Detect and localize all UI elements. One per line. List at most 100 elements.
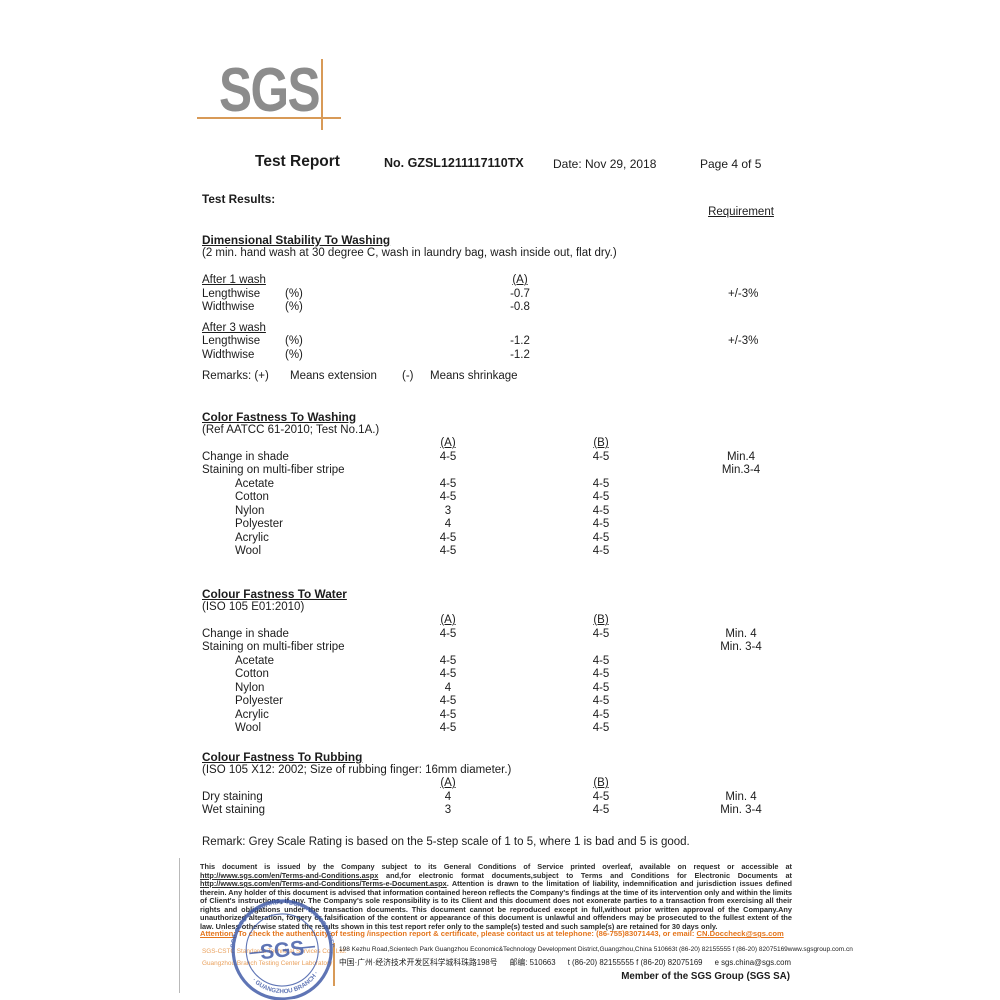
doccheck-email-link[interactable]: CN.Doccheck@sgs.com	[696, 929, 784, 938]
result-b: 4-5	[592, 708, 610, 721]
row-unit: (%)	[285, 335, 303, 347]
column-b-header: (B)	[593, 777, 609, 789]
test-results-heading: Test Results:	[202, 192, 276, 206]
row-label: Nylon	[235, 681, 265, 694]
row-unit: (%)	[285, 301, 303, 313]
result-a: 4-5	[439, 450, 457, 463]
section-colour-fastness-rubbing: Colour Fastness To Rubbing (ISO 105 X12:…	[202, 750, 794, 818]
table-row: Widthwise (%) -1.2	[202, 349, 794, 363]
section-dimensional-stability: Dimensional Stability To Washing (2 min.…	[202, 233, 794, 384]
address-english: 198 Kezhu Road,Scientech Park Guangzhou …	[339, 946, 676, 953]
result-a: 4	[444, 518, 452, 530]
result-b: 4-5	[592, 681, 610, 694]
result-b: 4-5	[592, 477, 610, 490]
table-row: Staining on multi-fiber stripe Min. 3-4	[202, 641, 794, 655]
disclaimer-text: This document is issued by the Company s…	[200, 862, 792, 871]
table-row: Nylon 4 4-5	[202, 682, 794, 696]
table-row: Wool 4-5 4-5	[202, 545, 794, 559]
email-row: e sgs.china@sgs.com	[715, 956, 791, 969]
table-row: Change in shade 4-5 4-5 Min.4	[202, 451, 794, 465]
table-row: Lengthwise (%) -1.2 +/-3%	[202, 335, 794, 349]
footer-divider	[333, 943, 335, 986]
row-label: Dry staining	[202, 790, 263, 803]
result-b: 4-5	[592, 531, 610, 544]
column-b-header: (B)	[593, 437, 609, 449]
column-a-header: (A)	[440, 777, 456, 789]
section-method: (2 min. hand wash at 30 degree C, wash i…	[202, 246, 617, 259]
result-a: 4-5	[439, 491, 457, 503]
result-a: 3	[444, 504, 452, 517]
report-number: No. GZSL1211117110TX	[384, 156, 524, 170]
table-row: Wet staining 3 4-5 Min. 3-4	[202, 804, 794, 818]
terms-e-document-link[interactable]: http://www.sgs.com/en/Terms-and-Conditio…	[200, 879, 447, 888]
table-row: Widthwise (%) -0.8	[202, 301, 794, 315]
column-header-row: (A) (B)	[202, 437, 794, 451]
table-row: Cotton 4-5 4-5	[202, 491, 794, 505]
address-chinese: 中国·广州·经济技术开发区科学城科珠路198号	[339, 958, 498, 967]
requirement-value: +/-3%	[728, 287, 759, 300]
row-label: Acrylic	[235, 708, 269, 721]
remarks-shrinkage: Means shrinkage	[430, 370, 518, 382]
result-b: 4-5	[592, 654, 610, 667]
requirement-header-label: Requirement	[708, 206, 774, 218]
result-a: 4	[444, 681, 452, 694]
result-b: 4-5	[592, 504, 610, 517]
row-label: Wool	[235, 545, 261, 557]
result-a: -0.8	[510, 301, 530, 313]
sgs-logo: SGS	[219, 56, 321, 125]
section-title: Colour Fastness To Rubbing	[202, 750, 363, 764]
result-a: 3	[444, 804, 452, 816]
group-header-row: After 1 wash (A)	[202, 274, 794, 288]
remarks-row: Remarks: (+) Means extension (-) Means s…	[202, 370, 794, 384]
requirement-value: +/-3%	[728, 335, 759, 347]
sgs-china-email-link[interactable]: sgs.china@sgs.com	[721, 958, 791, 967]
email-label: e	[714, 958, 719, 967]
attention-text: To check the authenticity of testing /in…	[235, 929, 697, 938]
table-row: Acetate 4-5 4-5	[202, 655, 794, 669]
column-a-header: (A)	[440, 437, 456, 449]
row-label: Acetate	[235, 477, 274, 490]
table-row: Polyester 4 4-5	[202, 518, 794, 532]
group-label: After 1 wash	[202, 274, 266, 286]
result-a: 4-5	[439, 722, 457, 734]
report-date: Date: Nov 29, 2018	[553, 157, 657, 171]
result-a: 4-5	[439, 545, 457, 557]
terms-link[interactable]: http://www.sgs.com/en/Terms-and-Conditio…	[200, 870, 379, 880]
row-unit: (%)	[285, 348, 303, 361]
website-link[interactable]: www.sgsgroup.com.cn	[787, 946, 853, 953]
result-b: 4-5	[592, 790, 610, 803]
row-label: Change in shade	[202, 627, 289, 640]
requirement-value: Min. 4	[725, 790, 757, 803]
section-title: Colour Fastness To Water	[202, 587, 347, 601]
requirement-value: Min. 4	[725, 627, 757, 640]
section-color-fastness-washing: Color Fastness To Washing (Ref AATCC 61-…	[202, 410, 794, 559]
row-label: Polyester	[235, 695, 283, 707]
group-label: After 3 wash	[202, 321, 266, 334]
result-b: 4-5	[592, 545, 610, 557]
result-b: 4-5	[592, 518, 610, 530]
result-a: -1.2	[510, 348, 530, 361]
remarks-minus: (-)	[402, 370, 414, 382]
address-block: 198 Kezhu Road,Scientech Park Guangzhou …	[339, 944, 853, 969]
result-a: 4-5	[439, 477, 457, 490]
row-label: Change in shade	[202, 450, 289, 463]
column-header-row: (A) (B)	[202, 614, 794, 628]
row-label: Lengthwise	[202, 335, 261, 347]
table-row: Acetate 4-5 4-5	[202, 478, 794, 492]
result-b: 4-5	[592, 450, 610, 463]
requirement-value: Min. 3-4	[720, 804, 762, 816]
column-b-header: (B)	[593, 614, 609, 626]
section-method: (ISO 105 E01:2010)	[202, 600, 305, 613]
result-a: 4-5	[439, 668, 457, 680]
table-row: Change in shade 4-5 4-5 Min. 4	[202, 628, 794, 642]
table-row: Nylon 3 4-5	[202, 505, 794, 519]
result-b: 4-5	[592, 804, 610, 816]
result-a: -0.7	[510, 287, 530, 300]
table-row: Cotton 4-5 4-5	[202, 668, 794, 682]
row-label: Wool	[235, 722, 261, 734]
section-method: (ISO 105 X12: 2002; Size of rubbing fing…	[202, 763, 512, 776]
company-branch: Guangzhou Branch Testing Center Laborato…	[202, 960, 333, 967]
phone-fax-english: t (86-20) 82155555 f (86-20) 82075169	[675, 946, 788, 953]
result-b: 4-5	[592, 668, 610, 680]
table-row: Acrylic 4-5 4-5	[202, 532, 794, 546]
